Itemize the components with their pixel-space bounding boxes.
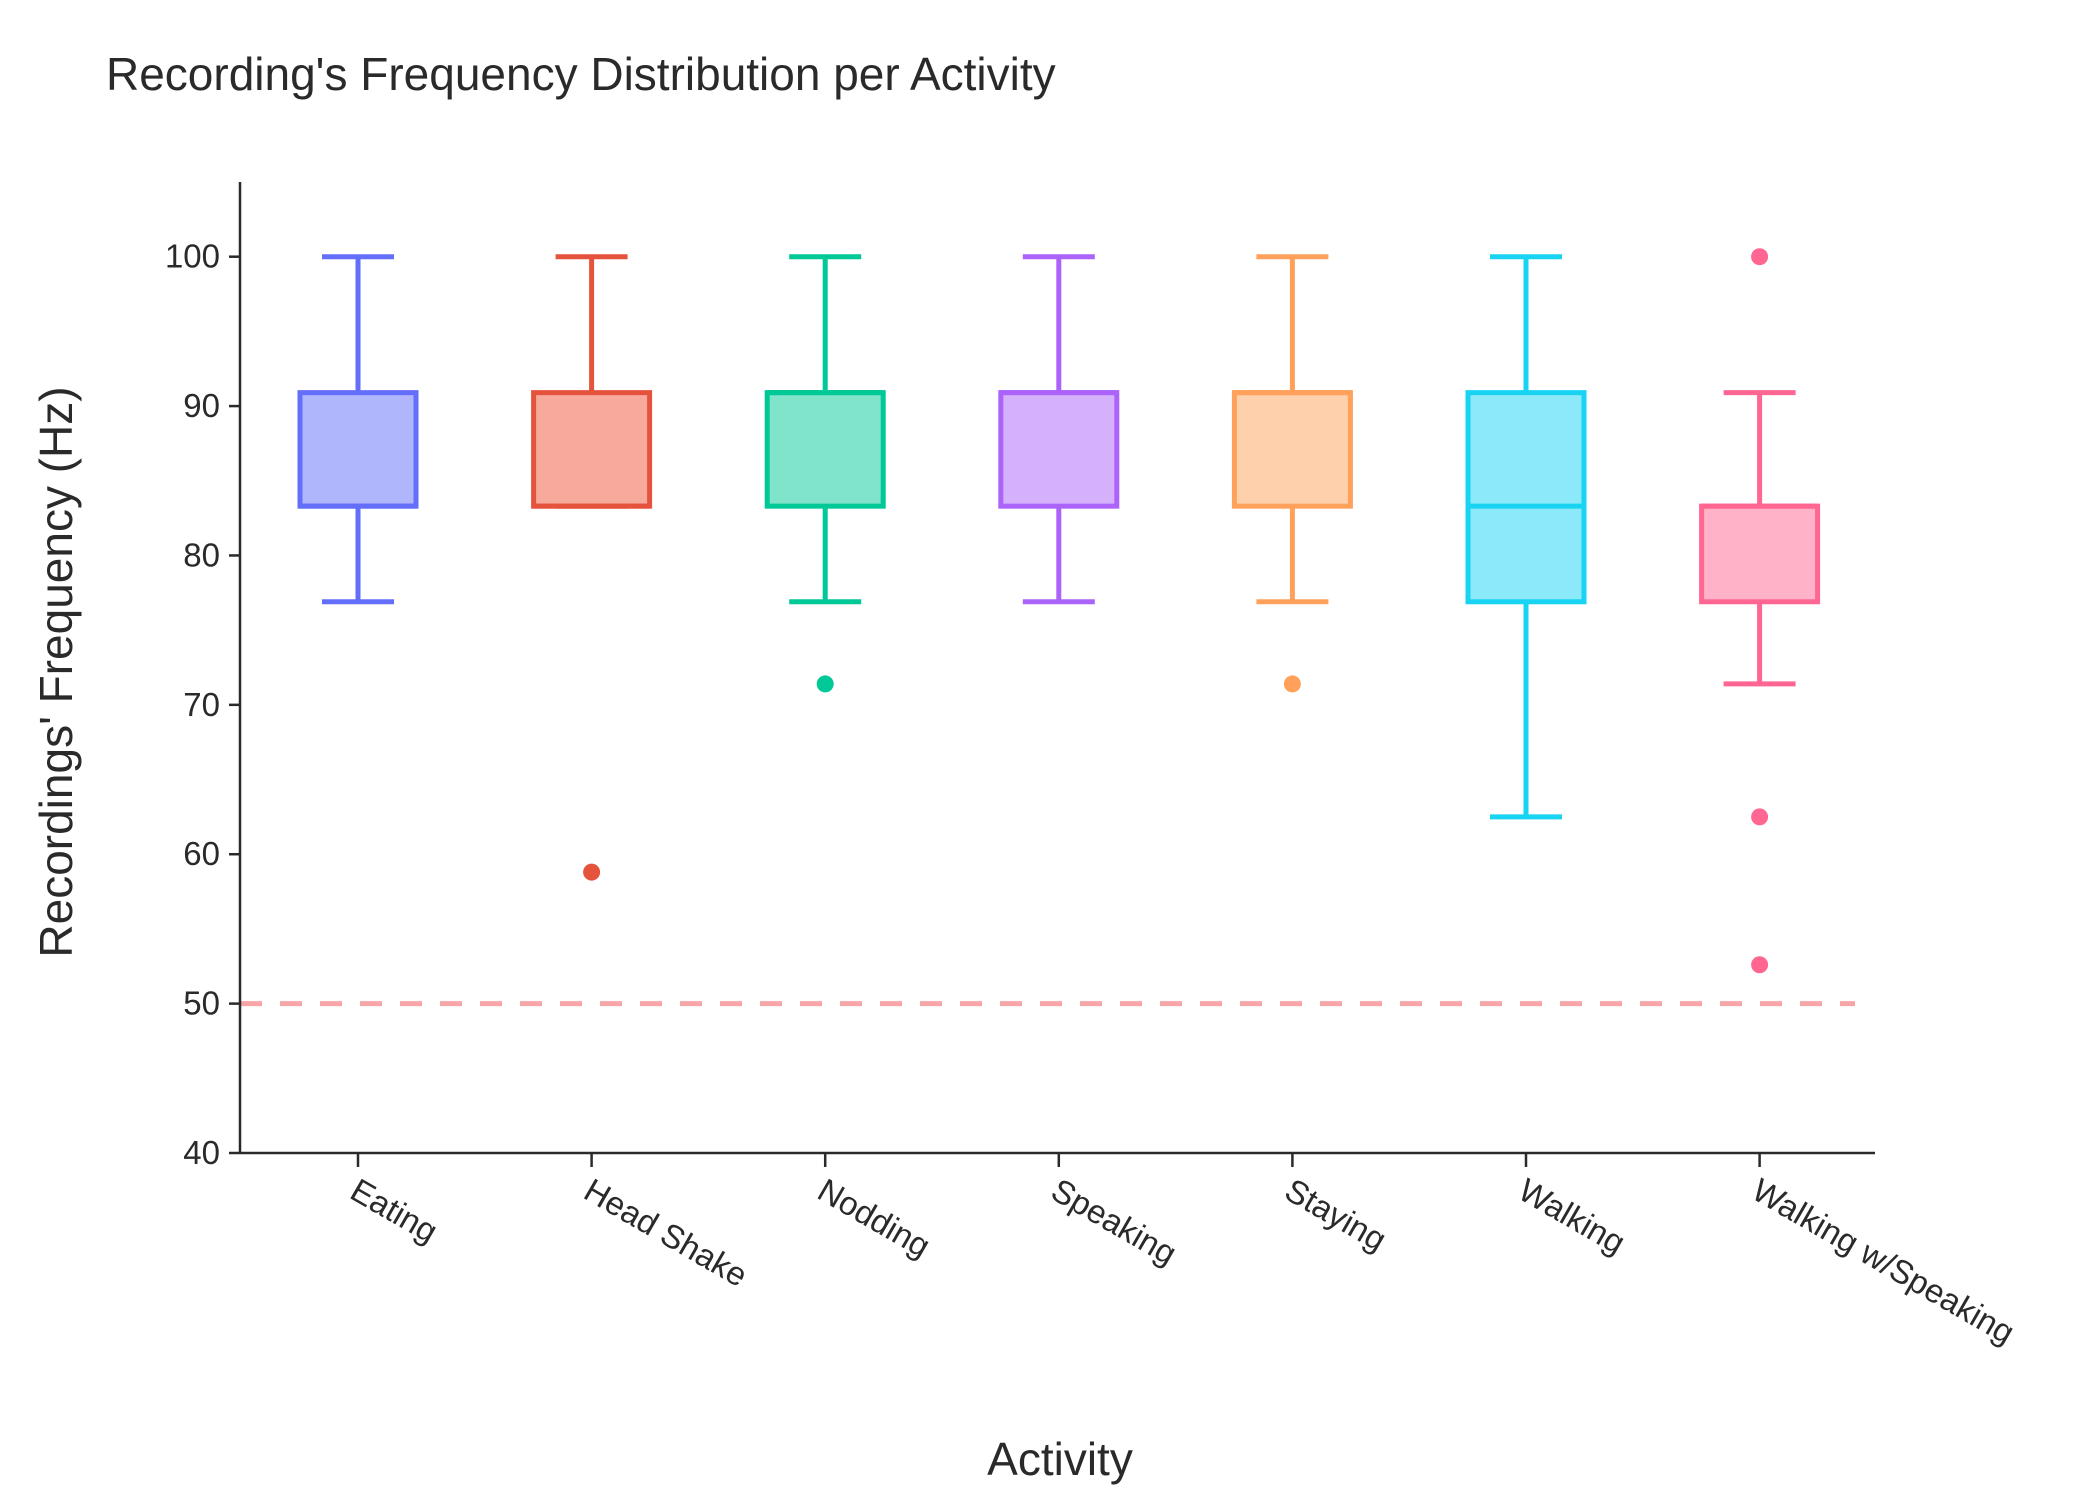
x-tick-label: Head Shake xyxy=(578,1171,754,1294)
outlier-point xyxy=(583,863,601,881)
y-tick-label: 40 xyxy=(183,1134,220,1171)
plot-area: 40 50 60 70 80 90 100 Eating Head Shake Nodding Sp… xyxy=(165,182,2021,1351)
y-tick-label: 70 xyxy=(183,686,220,723)
outlier-point xyxy=(1751,808,1769,826)
box-6 xyxy=(1699,503,1821,605)
box-3 xyxy=(998,390,1120,509)
x-tick-label: Nodding xyxy=(812,1171,937,1265)
outlier-point xyxy=(816,675,834,693)
box-4 xyxy=(1231,390,1353,509)
y-tick-label: 50 xyxy=(183,985,220,1022)
y-tick-label: 60 xyxy=(183,835,220,872)
x-tick-label: Walking xyxy=(1513,1171,1632,1261)
y-tick-label: 80 xyxy=(183,536,220,573)
outlier-point xyxy=(1751,248,1769,266)
x-tick-label: Speaking xyxy=(1045,1171,1183,1272)
y-tick-label: 90 xyxy=(183,387,220,424)
box-0 xyxy=(297,390,419,509)
outlier-point xyxy=(1283,675,1301,693)
box-1 xyxy=(531,390,653,509)
x-tick-label: Staying xyxy=(1279,1171,1393,1258)
y-axis-title: Recordings' Frequency (Hz) xyxy=(30,386,82,957)
chart-title: Recording's Frequency Distribution per A… xyxy=(106,48,1056,100)
y-tick-label: 100 xyxy=(165,238,220,275)
box-5 xyxy=(1465,390,1587,605)
x-tick-label: Walking w/Speaking xyxy=(1746,1171,2021,1351)
box-2 xyxy=(764,390,886,509)
outlier-point xyxy=(1751,956,1769,974)
x-axis-title: Activity xyxy=(987,1433,1133,1485)
x-tick-label: Eating xyxy=(345,1171,445,1250)
